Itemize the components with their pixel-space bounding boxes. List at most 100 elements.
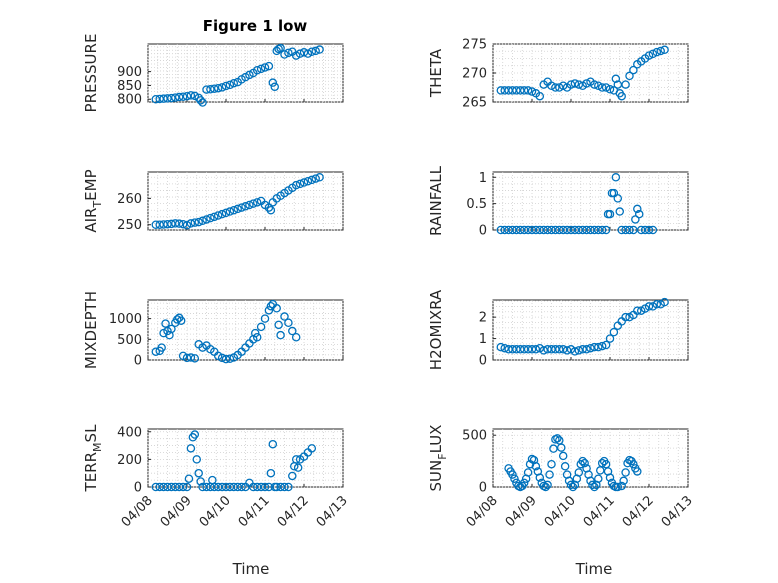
data-point [217,353,227,363]
data-point [590,80,599,89]
data-point [196,96,205,105]
data-point [284,318,293,328]
y-axis-label: THETA [427,48,445,98]
data-point [184,474,194,483]
data-point [535,91,545,101]
data-point [186,353,196,362]
data-point [266,205,276,215]
data-point [264,306,274,315]
data-point [186,219,196,228]
data-point [621,312,630,322]
y-axis-label: H2OMIXRA [427,289,445,370]
data-point [621,80,630,89]
data-point [519,478,529,488]
data-point [229,205,239,215]
data-point [206,213,215,223]
data-point [570,347,580,356]
y-axis-label-rest: EMP [82,169,100,200]
data-point [558,81,568,91]
y-tick-label: 0.5 [466,197,487,212]
data-point [311,46,320,56]
data-point [192,455,201,464]
data-point [601,225,611,235]
data-point [178,482,188,492]
data-point [241,202,250,211]
data-point [190,218,200,227]
data-point [601,83,611,92]
data-point [619,476,628,486]
data-point [217,209,227,219]
data-point [266,301,276,311]
data-point [609,327,619,337]
data-point [527,345,537,354]
data-point [186,91,196,100]
subplot-h2omixra: 0 1 2 H2OMIXRA [427,289,689,370]
data-point [496,342,506,352]
y-tick-label: 2 [479,311,487,326]
plot-area [147,428,344,488]
data-point [174,92,184,102]
data-point [291,332,301,342]
y-tick-label: 800 [117,93,142,108]
data-point [213,211,223,220]
y-tick-label: 0 [479,481,487,496]
y-axis-label: AIRTEMP [82,169,104,232]
y-axis-label-main: AIR [82,208,100,233]
data-point [543,480,552,490]
data-point [198,98,207,107]
y-tick-label: 400 [117,425,142,440]
data-point [605,84,615,94]
y-axis-label-rest: SL [82,424,100,443]
data-point [519,86,529,95]
data-point [167,324,176,334]
data-point [245,200,254,210]
data-point [186,444,196,453]
data-point [500,343,509,353]
y-axis-label-main: RAINFALL [427,165,445,236]
data-point [648,225,658,235]
data-point [560,462,570,471]
data-point [210,212,219,222]
y-tick-label: 0 [134,481,142,496]
data-point [625,71,634,81]
data-point [280,312,289,321]
data-point [633,306,642,315]
data-point [202,85,211,94]
data-point [260,482,270,492]
y-axis-label: RAINFALL [427,165,445,236]
data-point [291,180,301,190]
data-point [284,48,293,58]
data-point [268,439,278,449]
data-point [274,320,283,330]
data-point [264,61,274,71]
data-point [280,50,289,59]
data-point [633,467,642,476]
subplot-mixdepth: 0 500 1000 MIXDEPTH [82,291,344,369]
y-axis-label-main: TERR [82,452,100,493]
data-point [176,316,186,325]
data-point [574,346,584,355]
data-point [547,459,556,469]
data-point [167,93,176,103]
y-tick-label: 200 [117,453,142,468]
y-tick-label: 275 [462,38,487,53]
data-point [531,345,541,354]
data-point [551,83,560,92]
x-axis-label-left: Time [232,560,270,578]
data-point [307,175,317,185]
data-point [531,462,541,471]
data-point [194,468,203,478]
data-point [266,468,276,478]
data-point [578,345,587,354]
data-point [615,207,625,216]
data-point [252,332,262,342]
data-point [237,482,246,492]
data-point [594,342,603,352]
data-point [523,468,533,477]
y-tick-label: 900 [117,65,142,80]
data-point [217,83,227,92]
data-point [541,482,550,492]
y-tick-label: 500 [117,333,142,348]
data-point [268,78,278,87]
